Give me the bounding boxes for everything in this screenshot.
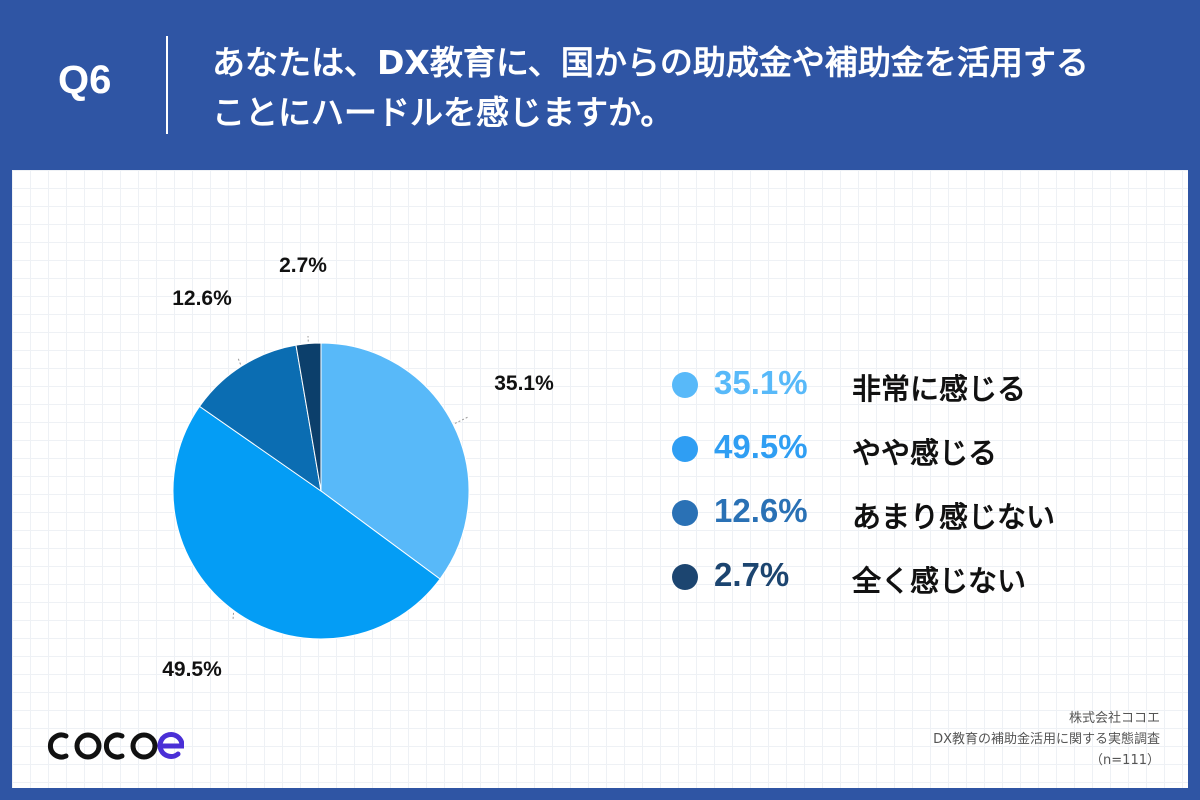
legend: 35.1% 非常に感じる 49.5% やや感じる 12.6% あまり感じない 2… [672,360,1112,616]
cocoe-logo: cocoe [47,732,184,760]
pie-chart: 35.1% 49.5% 12.6% 2.7% [162,254,554,681]
source-survey: DX教育の補助金活用に関する実態調査 [933,732,1160,747]
question-title-line2: ことにハードルを感じますか。 [212,93,674,132]
legend-item-very: 35.1% 非常に感じる [672,360,1112,424]
pie-leader-line [237,357,242,365]
pie-leader-line [454,416,469,424]
question-title: あなたは、DX教育に、国からの助成金や補助金を活用する ことにハードルを感じます… [212,38,1172,138]
pie-label-very: 35.1% [494,372,554,395]
legend-item-not-much: 12.6% あまり感じない [672,488,1112,552]
pie-slice-somewhat [172,405,441,640]
question-title-line1: あなたは、DX教育に、国からの助成金や補助金を活用する [212,43,1089,82]
chart-card: 35.1% 49.5% 12.6% 2.7% 35.1% 非常に感じる 49.5% や… [12,170,1188,788]
legend-value-not-at-all: 2.7% [714,556,790,593]
pie-label-not-much: 12.6% [172,287,232,310]
legend-label-very: 非常に感じる [852,372,1027,406]
header-divider [166,36,168,134]
pie-slice-very [320,342,470,580]
legend-item-somewhat: 49.5% やや感じる [672,424,1112,488]
legend-label-not-at-all: 全く感じない [852,564,1027,598]
pie-leader-line [232,612,235,621]
pie-label-somewhat: 49.5% [162,658,222,681]
legend-label-not-much: あまり感じない [852,500,1056,534]
pie-slice-not-at-all [295,342,322,492]
legend-dot-not-much [672,500,698,526]
header: Q6 あなたは、DX教育に、国からの助成金や補助金を活用する ことにハードルを感… [0,0,1200,170]
pie-slice-not-much [198,344,322,493]
legend-label-somewhat: やや感じる [852,436,998,470]
legend-value-somewhat: 49.5% [714,428,808,465]
legend-dot-not-at-all [672,564,698,590]
question-label: Q6 [58,58,112,102]
legend-dot-somewhat [672,436,698,462]
source-company: 株式会社ココエ [1068,711,1160,726]
legend-dot-very [672,372,698,398]
pie-label-not-at-all: 2.7% [279,254,327,277]
sample-size: （n=111） [1090,753,1160,768]
legend-value-not-much: 12.6% [714,492,808,529]
legend-item-not-at-all: 2.7% 全く感じない [672,552,1112,616]
legend-value-very: 35.1% [714,364,808,401]
source-note: 株式会社ココエ DX教育の補助金活用に関する実態調査 （n=111） [840,708,1160,771]
